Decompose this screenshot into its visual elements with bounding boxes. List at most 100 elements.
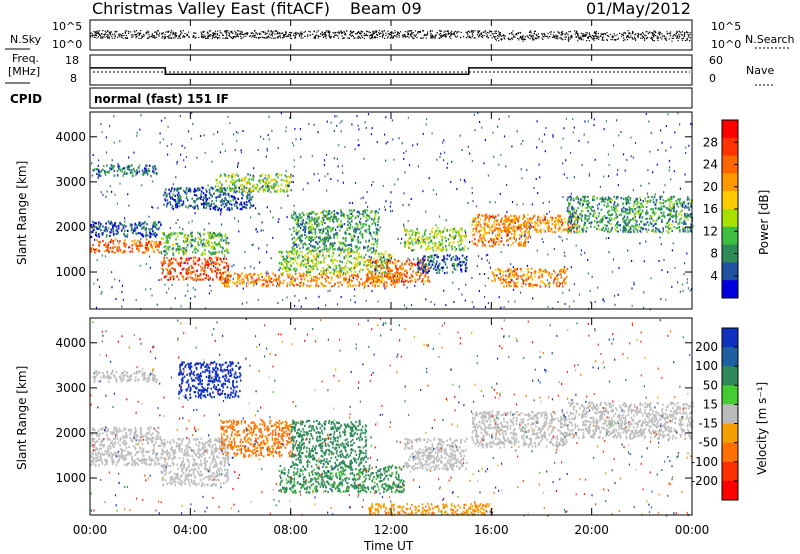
power-cell xyxy=(345,277,347,280)
power-cell xyxy=(226,264,228,268)
power-cell xyxy=(202,278,204,281)
power-cell xyxy=(363,282,365,285)
power-cell xyxy=(122,226,125,229)
noise-point xyxy=(584,34,586,36)
noise-point xyxy=(329,37,331,39)
noise-point xyxy=(555,37,557,39)
noise-point xyxy=(417,31,419,33)
noise-point xyxy=(396,31,399,33)
power-cell xyxy=(109,246,112,249)
power-cell xyxy=(130,171,132,174)
noise-point xyxy=(657,35,659,37)
power-cell xyxy=(100,222,102,226)
power-cell xyxy=(306,252,309,255)
power-cell xyxy=(142,173,145,176)
power-cell xyxy=(384,250,387,253)
power-cell xyxy=(236,284,238,287)
power-cell xyxy=(525,237,527,241)
power-cell xyxy=(211,269,213,272)
power-cell xyxy=(346,281,349,284)
power-cell xyxy=(238,203,241,206)
power-cell xyxy=(265,185,267,189)
power-cell xyxy=(116,169,119,173)
power-cell xyxy=(436,256,438,259)
power-cell xyxy=(212,206,215,209)
power-cell xyxy=(221,250,223,253)
power-cell xyxy=(341,246,344,249)
power-cell xyxy=(282,264,285,267)
power-cell xyxy=(194,189,196,192)
power-cell xyxy=(334,233,337,236)
noise-point xyxy=(578,37,580,39)
power-cell xyxy=(265,274,268,278)
power-cell xyxy=(90,249,93,253)
power-cell xyxy=(483,237,485,240)
noise-point xyxy=(259,36,261,38)
power-cell xyxy=(296,283,299,286)
power-cell xyxy=(511,270,514,273)
power-cell xyxy=(299,237,302,240)
noise-point xyxy=(319,35,321,37)
noise-point xyxy=(427,31,429,33)
power-cell xyxy=(347,214,350,217)
power-cell xyxy=(286,184,289,187)
power-cell xyxy=(110,221,113,225)
power-cell xyxy=(195,194,198,197)
noise-point xyxy=(632,30,634,33)
power-cell xyxy=(167,202,170,205)
power-cell xyxy=(271,280,274,283)
power-cell xyxy=(168,258,171,261)
power-cell xyxy=(316,268,319,271)
power-cell xyxy=(317,256,320,259)
power-cell xyxy=(205,200,208,203)
noise-point xyxy=(175,34,177,37)
power-cell xyxy=(428,269,430,272)
power-cell xyxy=(321,217,324,220)
noise-point xyxy=(635,33,637,35)
power-cell xyxy=(257,190,260,193)
noise-point xyxy=(502,35,504,37)
noise-point xyxy=(224,31,226,33)
power-cell xyxy=(222,271,225,275)
noise-point xyxy=(361,31,363,33)
power-cell xyxy=(448,243,450,246)
power-cell xyxy=(495,241,497,244)
power-cell xyxy=(225,248,228,251)
power-cell xyxy=(225,262,228,265)
noise-point xyxy=(325,35,327,38)
noise-point xyxy=(529,34,531,36)
power-cell xyxy=(302,256,304,259)
power-cell xyxy=(295,222,298,225)
noise-point xyxy=(274,37,276,39)
power-cell xyxy=(562,268,564,271)
power-cell xyxy=(156,244,159,247)
noise-point xyxy=(328,33,331,35)
power-cell xyxy=(407,230,409,233)
power-cell xyxy=(327,233,329,236)
power-cell xyxy=(197,206,199,209)
noise-point xyxy=(474,30,476,32)
noise-point xyxy=(352,32,354,34)
noise-point xyxy=(560,32,562,34)
noise-point xyxy=(380,32,382,34)
power-cell xyxy=(199,273,202,276)
noise-point xyxy=(640,37,642,39)
power-cell xyxy=(432,261,435,264)
power-cell xyxy=(369,271,371,274)
noise-point xyxy=(383,30,385,32)
power-cell xyxy=(155,227,158,230)
noise-point xyxy=(562,32,564,34)
power-cell xyxy=(345,271,347,275)
power-cell xyxy=(99,241,101,244)
power-cell xyxy=(224,198,226,201)
power-cell xyxy=(246,197,248,200)
noise-point xyxy=(612,35,614,38)
power-cell xyxy=(318,222,320,226)
power-cell xyxy=(392,276,394,279)
noise-point xyxy=(363,34,365,36)
power-cell xyxy=(513,230,516,233)
noise-point xyxy=(561,34,563,36)
power-cell xyxy=(108,171,110,174)
power-cell xyxy=(179,232,182,235)
noise-point xyxy=(521,38,523,40)
